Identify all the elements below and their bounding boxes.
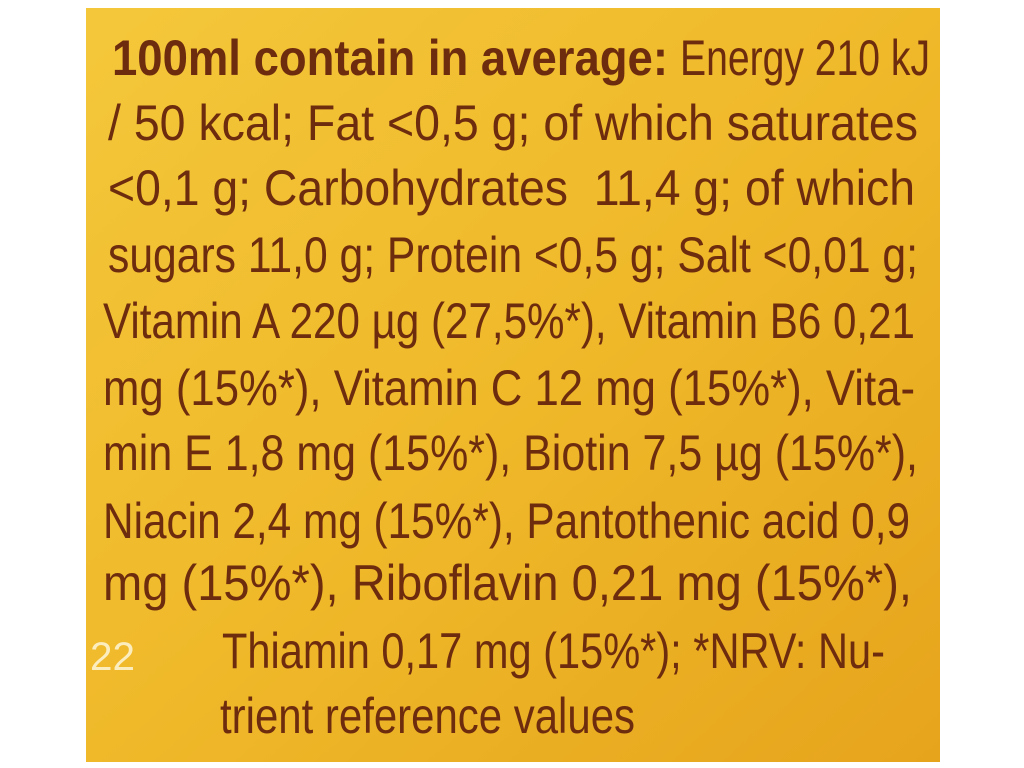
text-line: sugars 11,0 g; Protein <0,5 g; Salt <0,0… xyxy=(108,227,918,283)
text-line: mg (15%*), Vitamin C 12 mg (15%*), Vita- xyxy=(103,360,915,416)
text-line: Vitamin A 220 µg (27,5%*), Vitamin B6 0,… xyxy=(103,293,915,349)
text-line: Thiamin 0,17 mg (15%*); *NRV: Nu- xyxy=(222,623,885,679)
label-background xyxy=(86,8,940,762)
text-line: <0,1 g; Carbohydrates 11,4 g; of which xyxy=(108,160,915,216)
text-line: Niacin 2,4 mg (15%*), Pantothenic acid 0… xyxy=(103,493,910,549)
stamp: 22 xyxy=(90,635,135,679)
text-line: trient reference values xyxy=(220,688,635,744)
text-lines: Energy 210 kJ / 50 kcal; Fat <0,5 g; of w… xyxy=(103,30,930,744)
text-line: mg (15%*), Riboflavin 0,21 mg (15%*), xyxy=(103,555,912,611)
text-line: Energy 210 kJ xyxy=(680,30,930,86)
text-line: / 50 kcal; Fat <0,5 g; of which saturate… xyxy=(108,95,918,151)
text-line: min E 1,8 mg (15%*), Biotin 7,5 µg (15%*… xyxy=(103,425,918,481)
heading: 100ml contain in average: xyxy=(112,30,668,86)
